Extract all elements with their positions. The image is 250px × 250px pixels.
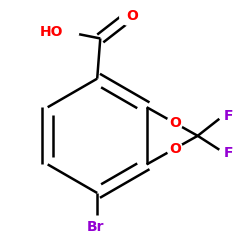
Text: F: F: [224, 146, 234, 160]
Text: F: F: [224, 109, 234, 123]
Text: O: O: [169, 116, 181, 130]
Circle shape: [60, 23, 79, 42]
Text: O: O: [169, 142, 181, 156]
Circle shape: [120, 8, 137, 25]
Circle shape: [167, 115, 182, 131]
Text: Br: Br: [87, 220, 104, 234]
Text: HO: HO: [40, 25, 63, 39]
Text: O: O: [126, 9, 138, 23]
Circle shape: [167, 141, 182, 156]
